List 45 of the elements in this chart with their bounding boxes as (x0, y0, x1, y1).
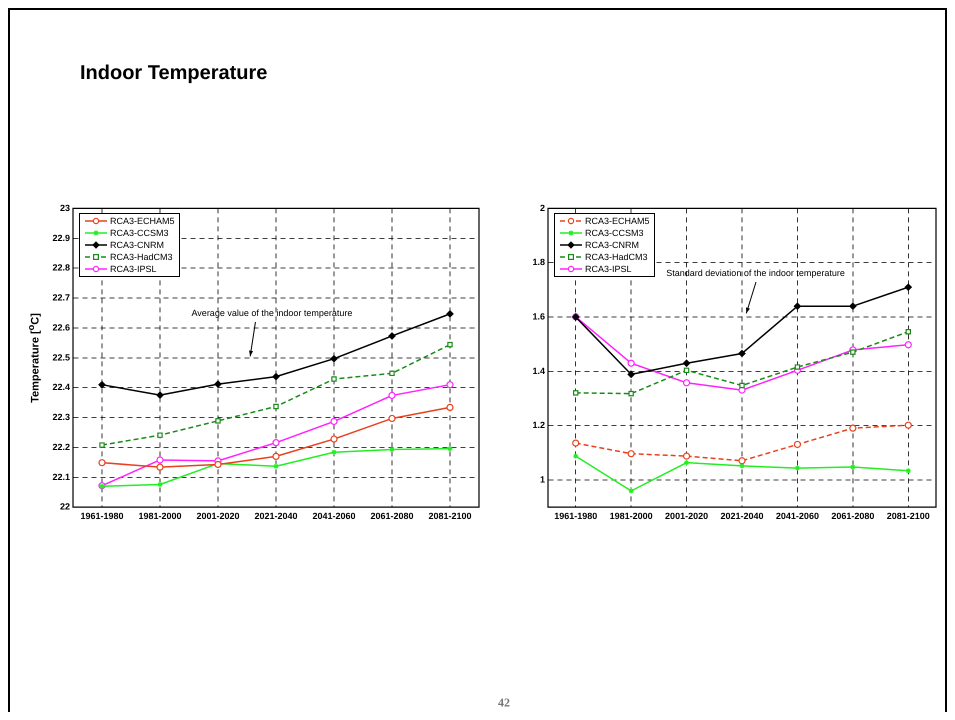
y-tick-label: 22.4 (52, 382, 70, 392)
x-tick-label: 2021-2040 (254, 511, 298, 522)
text: 42 (498, 696, 510, 710)
legend-label: RCA3-ECHAM5 (110, 216, 175, 226)
y-tick-label: 22.1 (52, 472, 70, 482)
x-tick-label: 1981-2000 (138, 511, 182, 522)
y-tick-label: 1.6 (532, 312, 545, 322)
x-tick-label: 2061-2080 (370, 511, 414, 522)
x-tick-label: 1961-1980 (554, 511, 598, 522)
y-tick-label: 22.9 (52, 232, 70, 243)
legend-label: RCA3-HadCM3 (110, 252, 173, 262)
legend-label: RCA3-CCSM3 (585, 228, 644, 238)
annotation: Standard deviation of the indoor temperature (666, 268, 845, 278)
y-tick-label: 22.3 (52, 412, 70, 422)
legend-label: RCA3-CNRM (110, 240, 164, 250)
x-tick-label: 2061-2080 (831, 511, 874, 522)
y-tick-label: 22 (60, 502, 70, 512)
chart-title: Indoor Temperature (80, 62, 268, 85)
annotation: Average value of the indoor temperature (191, 308, 352, 318)
x-tick-label: 1981-2000 (610, 511, 653, 522)
legend-label: RCA3-IPSL (110, 264, 157, 274)
y-tick-label: 1 (540, 474, 545, 485)
y-tick-label: 22.8 (52, 262, 70, 273)
x-tick-label: 2001-2020 (196, 511, 240, 522)
x-tick-label: 2001-2020 (665, 511, 708, 522)
y-tick-label: 1.4 (532, 366, 545, 376)
x-tick-label: 2081-2100 (886, 511, 930, 522)
y-tick-label: 22.6 (52, 322, 70, 332)
legend-label: RCA3-CNRM (585, 240, 639, 250)
x-tick-label: 2041-2060 (312, 511, 356, 522)
legend-label: RCA3-IPSL (585, 264, 632, 274)
y-tick-label: 22.5 (52, 352, 70, 362)
x-tick-label: 1961-1980 (80, 511, 124, 522)
x-tick-label: 2041-2060 (776, 511, 819, 522)
y-tick-label: 1.8 (532, 257, 545, 268)
y-tick-label: 22.7 (52, 292, 70, 303)
x-tick-label: 2021-2040 (720, 511, 764, 522)
x-tick-label: 2081-2100 (428, 511, 472, 522)
legend-label: RCA3-HadCM3 (585, 252, 648, 262)
y-tick-label: 22.2 (52, 442, 70, 452)
y-tick-label: 23 (60, 202, 70, 213)
y-tick-label: 2 (540, 202, 545, 213)
legend-label: RCA3-ECHAM5 (585, 216, 650, 226)
y-tick-label: 1.2 (532, 420, 545, 430)
legend-label: RCA3-CCSM3 (110, 228, 169, 238)
